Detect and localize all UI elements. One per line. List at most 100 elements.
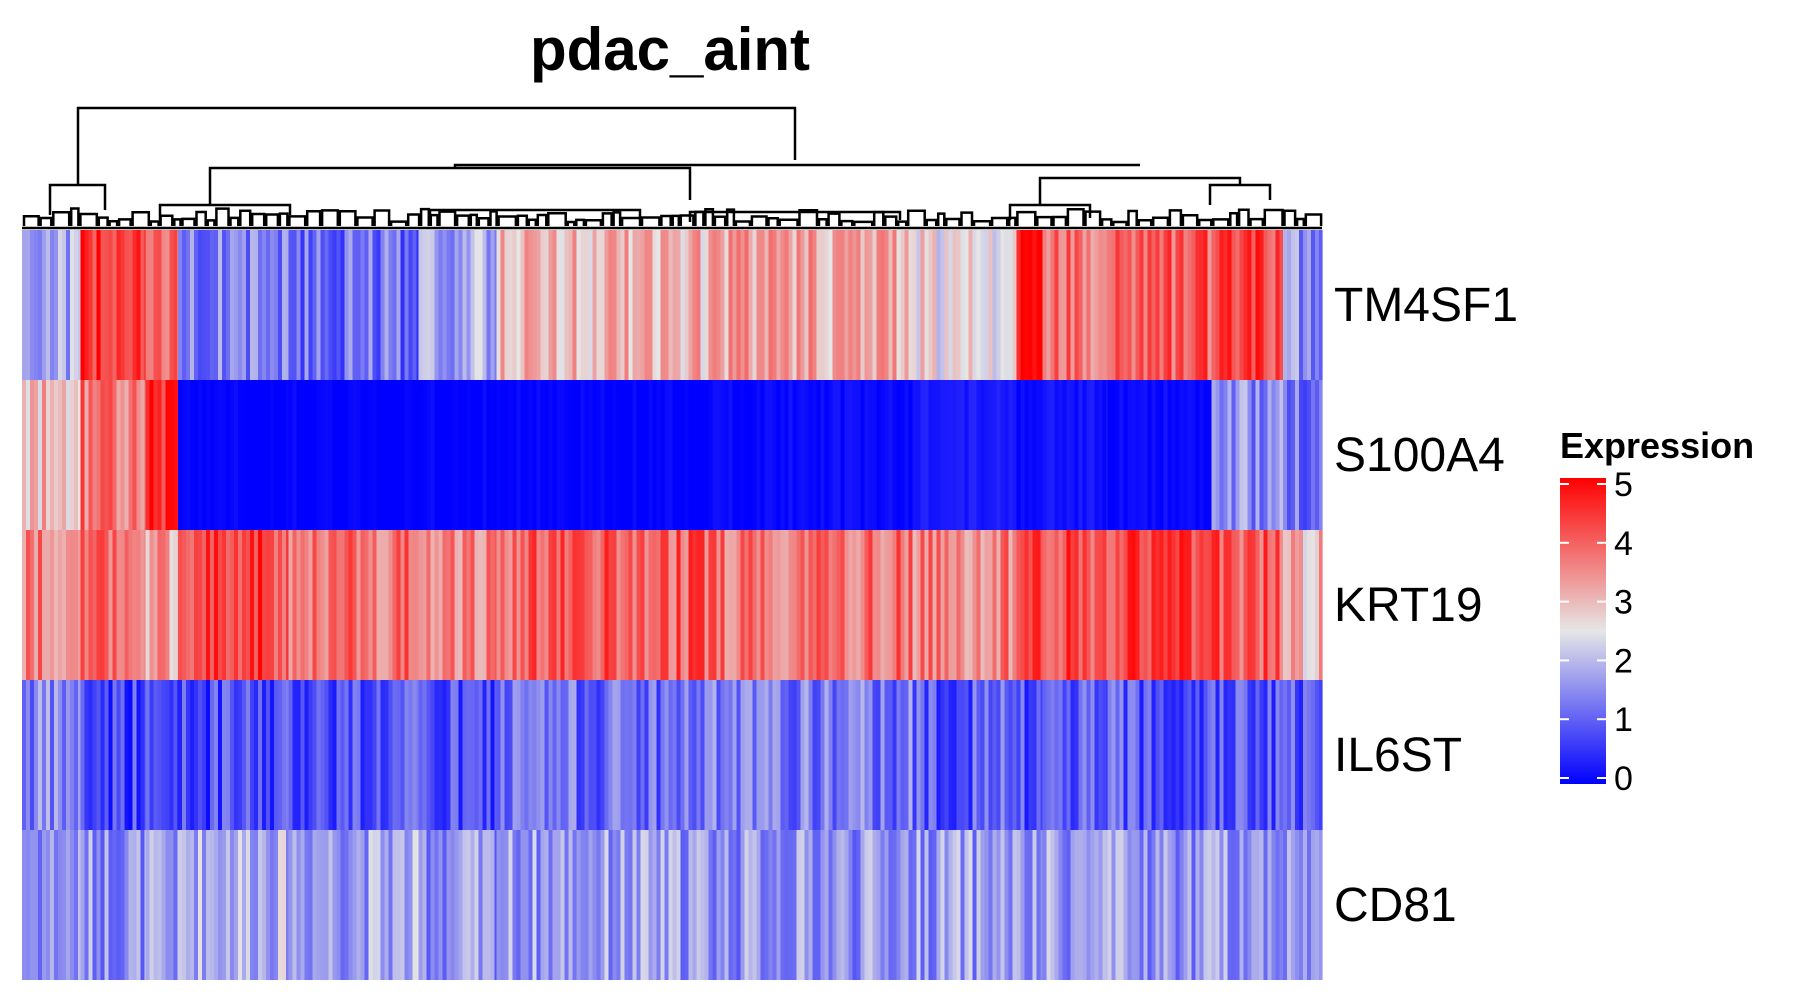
heatmap-cell: [516, 680, 522, 830]
dendrogram-branch: [734, 220, 752, 226]
heatmap-cell: [532, 680, 538, 830]
heatmap-cell: [1151, 380, 1157, 530]
heatmap-cell: [656, 230, 662, 380]
heatmap-cell: [416, 680, 420, 830]
heatmap-cell: [920, 530, 926, 680]
heatmap-cell: [1098, 230, 1104, 380]
heatmap-cell: [792, 830, 798, 980]
heatmap-cell: [1012, 830, 1018, 980]
heatmap-cell: [1086, 230, 1092, 380]
dendrogram-branch: [195, 210, 207, 226]
heatmap-cell: [636, 530, 642, 680]
heatmap-cell: [210, 830, 215, 980]
heatmap-cell: [692, 680, 698, 830]
heatmap-cell: [1106, 830, 1109, 980]
heatmap-cell: [198, 680, 203, 830]
heatmap-cell: [496, 230, 502, 380]
heatmap-cell: [62, 230, 67, 380]
heatmap-cell: [928, 830, 934, 980]
heatmap-cell: [796, 680, 802, 830]
heatmap-cell: [616, 680, 622, 830]
heatmap-cell: [250, 830, 255, 980]
heatmap-cell: [568, 380, 574, 530]
heatmap-cell: [756, 530, 762, 680]
heatmap-cell: [676, 380, 682, 530]
heatmap-cell: [740, 830, 746, 980]
dendrogram-branch: [159, 214, 174, 226]
heatmap-cell: [300, 680, 306, 830]
heatmap-cell: [442, 230, 448, 380]
heatmap-cell: [992, 680, 998, 830]
heatmap-cell: [640, 530, 646, 680]
heatmap-cell: [1207, 680, 1213, 830]
heatmap-cell: [612, 680, 618, 830]
heatmap-cell: [116, 680, 122, 830]
heatmap-cell: [532, 380, 538, 530]
heatmap-cell: [26, 530, 31, 680]
heatmap-cell: [912, 680, 918, 830]
heatmap-cell: [458, 680, 464, 830]
heatmap-cell: [296, 380, 302, 530]
heatmap-cell: [640, 230, 646, 380]
dendrogram-branch: [972, 220, 992, 226]
heatmap-cell: [112, 230, 118, 380]
heatmap-cell: [1139, 230, 1145, 380]
heatmap-cell: [490, 230, 496, 380]
heatmap-cell: [1040, 230, 1044, 380]
heatmap-cell: [972, 680, 978, 830]
dendrogram-branch: [477, 217, 490, 226]
heatmap-cell: [748, 680, 754, 830]
dendrogram-branch: [925, 218, 938, 226]
dendrogram-branch: [52, 210, 71, 226]
heatmap-cell: [470, 380, 476, 530]
dendrogram-branch: [469, 213, 479, 226]
heatmap-cell: [202, 230, 207, 380]
heatmap-cell: [772, 680, 778, 830]
heatmap-cell: [1147, 230, 1153, 380]
heatmap-cell: [1195, 680, 1201, 830]
heatmap-cell: [340, 830, 346, 980]
heatmap-cell: [564, 830, 570, 980]
heatmap-cell: [238, 680, 243, 830]
heatmap-cell: [916, 380, 922, 530]
heatmap-cell: [572, 230, 578, 380]
heatmap-cell: [676, 830, 682, 980]
heatmap-cell: [560, 830, 566, 980]
dendrogram-branch: [497, 215, 518, 226]
heatmap-cell: [888, 530, 894, 680]
heatmap-cell: [270, 380, 275, 530]
heatmap-cell: [1275, 830, 1281, 980]
heatmap-cell: [234, 230, 239, 380]
heatmap-cell: [1024, 380, 1030, 530]
heatmap-cell: [680, 530, 686, 680]
heatmap-cell: [532, 830, 538, 980]
heatmap-cell: [500, 680, 506, 830]
heatmap-cell: [928, 380, 934, 530]
heatmap-cell: [880, 530, 886, 680]
heatmap-cell: [169, 680, 175, 830]
heatmap-cell: [1191, 830, 1197, 980]
heatmap-cell: [924, 230, 930, 380]
heatmap-cell: [784, 380, 790, 530]
heatmap-cell: [458, 530, 464, 680]
heatmap-cell: [508, 380, 514, 530]
heatmap-cell: [700, 230, 706, 380]
heatmap-cell: [512, 830, 518, 980]
heatmap-cell: [1106, 680, 1109, 830]
heatmap-cell: [30, 380, 35, 530]
heatmap-cell: [1259, 230, 1265, 380]
heatmap-cell: [352, 680, 358, 830]
heatmap-cell: [1066, 680, 1072, 830]
heatmap-cell: [1016, 530, 1022, 680]
heatmap-cell: [708, 530, 714, 680]
heatmap-cell: [636, 380, 642, 530]
heatmap-cell: [1135, 830, 1141, 980]
heatmap-cell: [1046, 380, 1052, 530]
heatmap-cell: [832, 680, 838, 830]
heatmap-cell: [1179, 680, 1185, 830]
heatmap-cell: [218, 530, 223, 680]
heatmap-cell: [564, 680, 570, 830]
heatmap-cell: [1283, 830, 1288, 980]
heatmap-cell: [1235, 380, 1241, 530]
